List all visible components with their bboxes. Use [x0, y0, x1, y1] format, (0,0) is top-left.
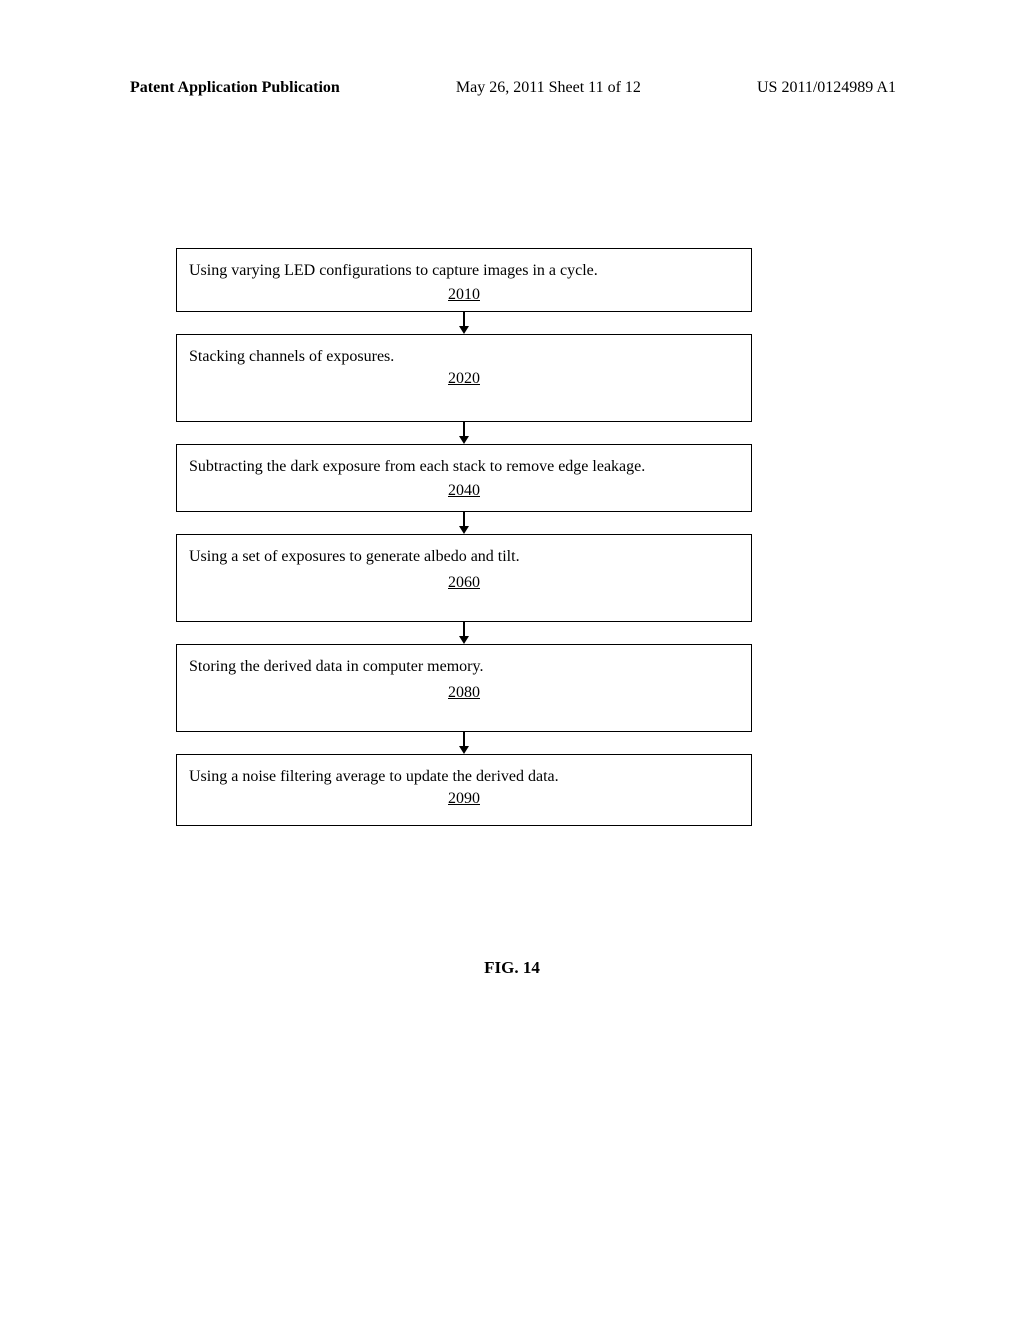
flow-arrow	[176, 512, 752, 534]
flow-step-4: Using a set of exposures to generate alb…	[176, 534, 752, 622]
flow-arrow	[176, 422, 752, 444]
arrow-line	[463, 512, 465, 526]
arrow-head-icon	[459, 436, 469, 444]
header-publication-number: US 2011/0124989 A1	[757, 79, 896, 97]
flow-step-text: Using a noise filtering average to updat…	[189, 767, 739, 788]
flow-step-text: Storing the derived data in computer mem…	[189, 657, 739, 678]
flow-step-number: 2090	[189, 790, 739, 808]
flow-step-text: Using varying LED configurations to capt…	[189, 261, 739, 282]
arrow-line	[463, 622, 465, 636]
flow-step-number: 2080	[189, 684, 739, 702]
flow-step-6: Using a noise filtering average to updat…	[176, 754, 752, 826]
flow-step-text: Subtracting the dark exposure from each …	[189, 457, 739, 478]
arrow-head-icon	[459, 636, 469, 644]
flow-step-1: Using varying LED configurations to capt…	[176, 248, 752, 312]
flow-step-3: Subtracting the dark exposure from each …	[176, 444, 752, 512]
arrow-head-icon	[459, 746, 469, 754]
flow-step-2: Stacking channels of exposures. 2020	[176, 334, 752, 422]
header-publication-type: Patent Application Publication	[130, 79, 340, 97]
arrow-head-icon	[459, 526, 469, 534]
arrow-line	[463, 422, 465, 436]
arrow-line	[463, 312, 465, 326]
arrow-head-icon	[459, 326, 469, 334]
arrow-line	[463, 732, 465, 746]
flow-step-text: Stacking channels of exposures.	[189, 347, 739, 368]
header-date-sheet: May 26, 2011 Sheet 11 of 12	[456, 79, 641, 97]
flow-step-5: Storing the derived data in computer mem…	[176, 644, 752, 732]
figure-label: FIG. 14	[0, 958, 1024, 978]
flow-step-number: 2020	[189, 370, 739, 388]
flow-step-number: 2060	[189, 574, 739, 592]
flow-arrow	[176, 622, 752, 644]
flowchart-diagram: Using varying LED configurations to capt…	[176, 248, 752, 826]
flow-step-number: 2010	[189, 286, 739, 304]
flow-step-number: 2040	[189, 482, 739, 500]
page-header: Patent Application Publication May 26, 2…	[0, 79, 1024, 97]
flow-arrow	[176, 312, 752, 334]
flow-step-text: Using a set of exposures to generate alb…	[189, 547, 739, 568]
flow-arrow	[176, 732, 752, 754]
